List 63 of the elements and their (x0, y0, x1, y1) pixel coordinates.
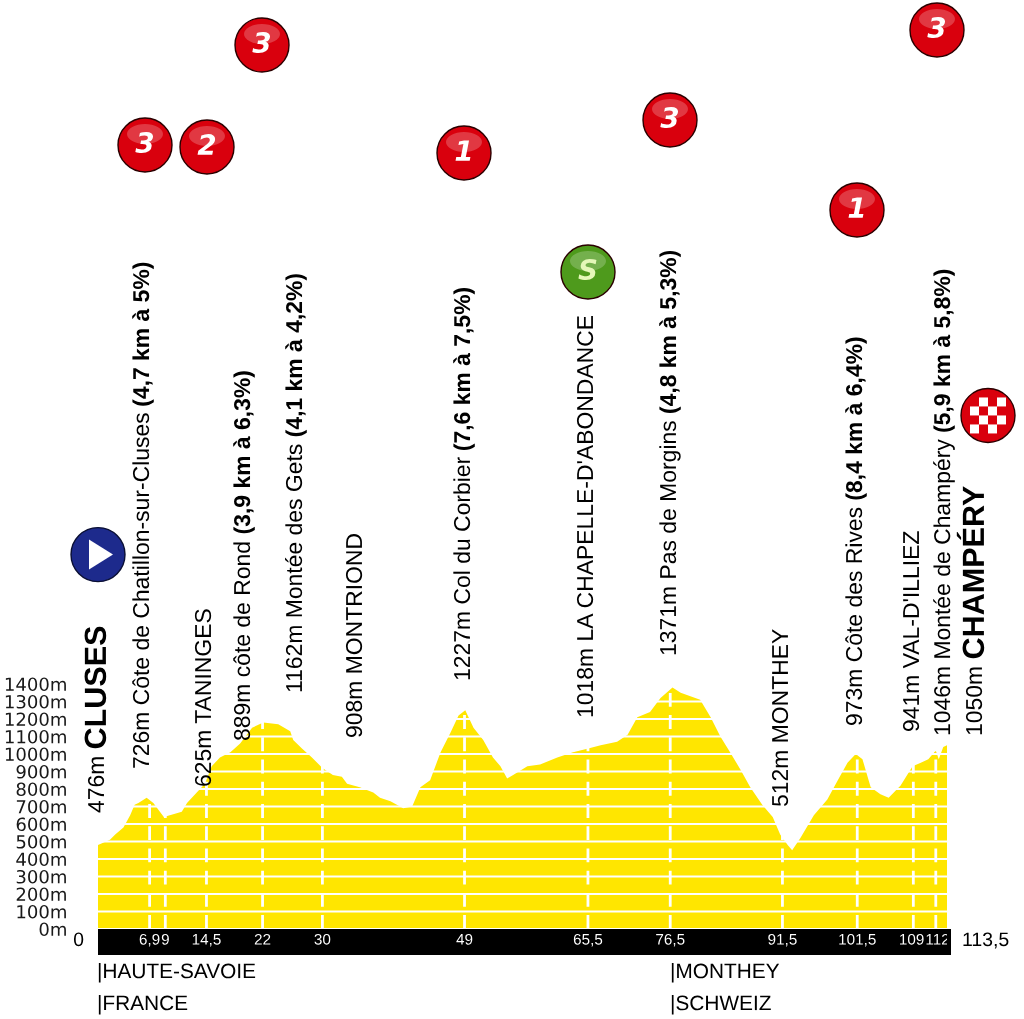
text: 1371m Pas de Morgins (659, 421, 681, 655)
y-tick-label: 1300m (5, 694, 66, 709)
text: (4,7 km à 5%) (132, 262, 154, 406)
y-tick-label: 1400m (5, 677, 66, 692)
y-tick-label: 1100m (5, 729, 66, 744)
annotation: 726m Côte de Chatillon-sur-Cluses (132, 413, 150, 768)
text: 3 (135, 132, 154, 154)
y-tick-label: 100m (17, 904, 66, 919)
annotation: 973m Côte des Rives (845, 507, 863, 725)
y-tick-label: 700m (16, 799, 66, 814)
y-tick-label: 1200m (5, 712, 66, 727)
y-tick-label: 300m (16, 869, 66, 884)
y-tick-label: 500m (16, 834, 66, 849)
text: CHAMPÉRY (956, 486, 985, 659)
x-tick-label: 65,5 (573, 933, 603, 947)
y-tick-label: 0m (39, 922, 66, 937)
annotation: 512m MONTHEY (771, 629, 789, 807)
annotation: 625m TANINGES (194, 609, 212, 786)
annotation: 908m MONTRIOND (345, 534, 363, 737)
annotation: 1046m Montée de Champéry (933, 439, 955, 735)
y-tick-label: 200m (16, 887, 66, 902)
text: 1050m (965, 667, 983, 735)
text: 3 (252, 32, 271, 54)
text: 1227m Col du Corbier (453, 457, 471, 680)
annotation: 1018m LA CHAPELLE-D'ABONDANCE (576, 315, 594, 717)
x-tick-label: 101,5 (839, 933, 876, 947)
text: (7,6 km à 7,5%) (453, 288, 475, 451)
x-tick-label: 14,5 (192, 934, 221, 947)
text: (4,1 km à 4,2%) (285, 274, 307, 437)
text: 1 (848, 197, 864, 218)
y-tick-label: 900m (16, 764, 66, 779)
annotation: 941m VAL-D'ILLIEZ (902, 531, 920, 731)
annotation: 1162m Montée des Gets (285, 444, 303, 692)
x-tick-label: 30 (314, 933, 331, 945)
text: 2 (197, 134, 216, 155)
x-tick-label: 49 (456, 933, 473, 945)
y-tick-label: 800m (16, 782, 66, 797)
text: |FRANCE (98, 995, 188, 1015)
y-tick-label: 400m (16, 852, 66, 867)
text: (8,4 km à 6,4%) (845, 337, 867, 500)
x-tick-label: 109 (900, 933, 924, 945)
x-tick-label: 22 (254, 933, 271, 945)
text: (4,8 km à 5,3%) (659, 250, 681, 413)
text: |HAUTE-SAVOIE (98, 963, 256, 983)
text: (5,9 km à 5,8%) (933, 269, 955, 432)
text: 3 (927, 17, 946, 39)
x-tick-label: 6,9 (139, 933, 160, 947)
text: 3 (660, 107, 679, 129)
text: 113,5 (963, 932, 1009, 949)
text: 1 (455, 140, 471, 161)
text: S (578, 259, 597, 281)
x-tick-label: 76,5 (656, 933, 685, 947)
text: (3,9 km à 6,3%) (233, 371, 255, 534)
text: 0 (73, 932, 84, 947)
y-tick-label: 600m (16, 817, 66, 832)
annotation: CLUSES (84, 626, 107, 749)
text: |SCHWEIZ (671, 995, 771, 1015)
x-tick-label: 91,5 (768, 933, 797, 947)
x-tick-label: 9 (161, 933, 169, 945)
annotation: 889m côte de Rond (233, 542, 251, 740)
annotation: 476m (87, 757, 105, 813)
y-tick-label: 1000m (5, 747, 66, 762)
text: |MONTHEY (671, 963, 780, 983)
